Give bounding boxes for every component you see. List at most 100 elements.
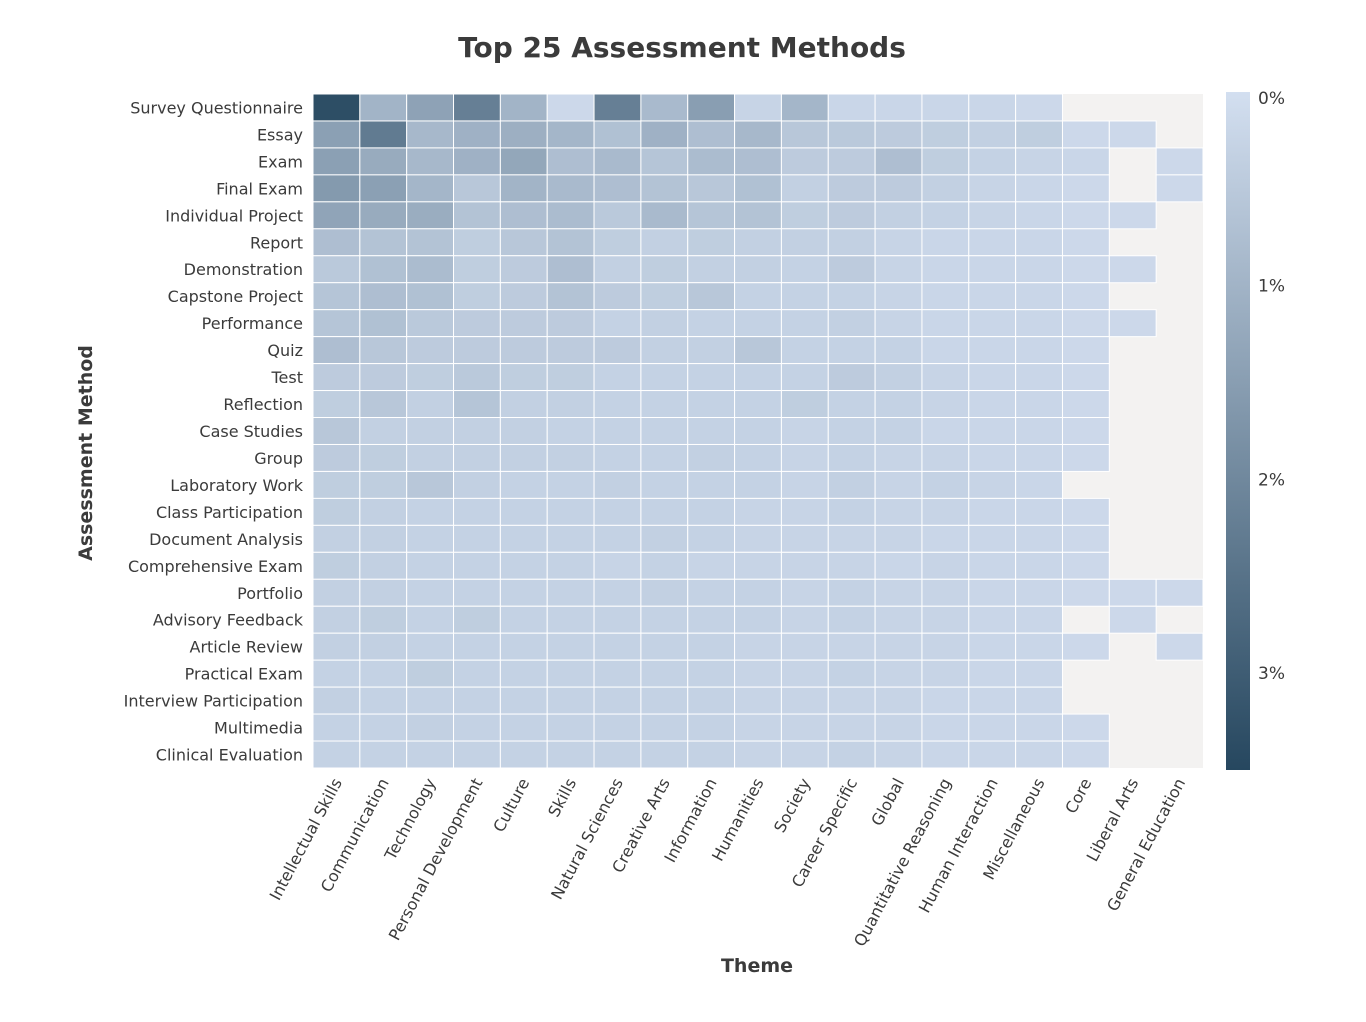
heatmap-cell-individual-project-technology xyxy=(406,201,455,230)
heatmap-cell-case-studies-communication xyxy=(359,417,408,445)
heatmap-cell-quiz-natural-sciences xyxy=(593,336,642,365)
heatmap-cell-report-career-specific xyxy=(827,228,876,257)
heatmap-cell-laboratory-work-career-specific xyxy=(827,470,876,499)
heatmap-cell-article-review-human-interaction xyxy=(968,632,1017,661)
heatmap-cell-report-technology xyxy=(406,228,455,257)
heatmap-cell-class-participation-creative-arts xyxy=(640,497,689,526)
heatmap-cell-reflection-culture xyxy=(499,390,548,419)
heatmap-cell-article-review-quantitative-reasoning xyxy=(921,632,970,661)
heatmap-cell-quiz-miscellaneous xyxy=(1015,336,1063,365)
heatmap-cell-essay-intellectual-skills xyxy=(312,120,361,149)
heatmap-cell-clinical-evaluation-technology xyxy=(406,740,455,769)
heatmap-cell-demonstration-society xyxy=(780,255,829,284)
heatmap-cell-survey-questionnaire-communication xyxy=(359,93,408,122)
heatmap-cell-capstone-project-information xyxy=(687,282,736,311)
heatmap-cell-laboratory-work-society xyxy=(780,470,829,499)
heatmap-cell-comprehensive-exam-global xyxy=(874,551,923,580)
heatmap-cell-performance-culture xyxy=(499,309,548,338)
heatmap-cell-article-review-intellectual-skills xyxy=(312,632,361,661)
heatmap-cell-group-natural-sciences xyxy=(593,443,642,472)
heatmap-cell-test-career-specific xyxy=(827,363,876,392)
heatmap-cell-group-humanities xyxy=(734,443,782,472)
heatmap-cell-comprehensive-exam-humanities xyxy=(734,551,782,580)
heatmap-cell-group-communication xyxy=(359,443,408,472)
heatmap-cell-quiz-quantitative-reasoning xyxy=(921,336,970,365)
heatmap-cell-clinical-evaluation-society xyxy=(780,740,829,769)
heatmap-cell-case-studies-humanities xyxy=(734,417,782,445)
heatmap-cell-quiz-humanities xyxy=(734,336,782,365)
heatmap-cell-document-analysis-culture xyxy=(499,524,548,553)
heatmap-cell-individual-project-society xyxy=(780,201,829,230)
heatmap-cell-interview-participation-culture xyxy=(499,686,548,715)
heatmap-cell-advisory-feedback-intellectual-skills xyxy=(312,605,361,634)
heatmap-cell-article-review-creative-arts xyxy=(640,632,689,661)
heatmap-cell-performance-miscellaneous xyxy=(1015,309,1063,338)
heatmap-cell-exam-information xyxy=(687,147,736,176)
heatmap-cell-portfolio-society xyxy=(780,578,829,607)
heatmap-cell-capstone-project-intellectual-skills xyxy=(312,282,361,311)
heatmap-cell-survey-questionnaire-personal-development xyxy=(453,93,501,122)
heatmap-cell-individual-project-natural-sciences xyxy=(593,201,642,230)
heatmap-cell-report-natural-sciences xyxy=(593,228,642,257)
heatmap-cell-group-technology xyxy=(406,443,455,472)
heatmap-cell-capstone-project-communication xyxy=(359,282,408,311)
heatmap-cell-exam-technology xyxy=(406,147,455,176)
heatmap-cell-practical-exam-humanities xyxy=(734,659,782,688)
heatmap-cell-report-culture xyxy=(499,228,548,257)
heatmap-cell-essay-creative-arts xyxy=(640,120,689,149)
y-axis-tick-labels: Survey Questionnaire Essay Exam Final Exam I… xyxy=(124,98,304,764)
heatmap-cell-advisory-feedback-technology xyxy=(406,605,455,634)
heatmap-cell-case-studies-intellectual-skills xyxy=(312,417,361,445)
heatmap-cell-demonstration-core xyxy=(1061,255,1110,284)
heatmap-cell-laboratory-work-technology xyxy=(406,470,455,499)
heatmap-cell-exam-career-specific xyxy=(827,147,876,176)
heatmap-cell-interview-participation-technology xyxy=(406,686,455,715)
heatmap-cell-case-studies-career-specific xyxy=(827,417,876,445)
heatmap-cell-case-studies-information xyxy=(687,417,736,445)
y-tick-final-exam: Final Exam xyxy=(216,179,303,198)
heatmap-cell-final-exam-technology xyxy=(406,174,455,203)
heatmap-cell-exam-personal-development xyxy=(453,147,501,176)
heatmap-cell-capstone-project-global xyxy=(874,282,923,311)
heatmap-cell-performance-liberal-arts xyxy=(1108,309,1157,338)
heatmap-cell-comprehensive-exam-society xyxy=(780,551,829,580)
heatmap-cell-final-exam-quantitative-reasoning xyxy=(921,174,970,203)
heatmap-cell-case-studies-creative-arts xyxy=(640,417,689,445)
heatmap-cell-clinical-evaluation-career-specific xyxy=(827,740,876,769)
heatmap-cell-class-participation-human-interaction xyxy=(968,497,1017,526)
heatmap-cell-document-analysis-skills xyxy=(546,524,595,553)
heatmap-cell-comprehensive-exam-natural-sciences xyxy=(593,551,642,580)
heatmap-cell-capstone-project-miscellaneous xyxy=(1015,282,1063,311)
colorbar xyxy=(1226,92,1250,770)
heatmap-cell-practical-exam-intellectual-skills xyxy=(312,659,361,688)
heatmap-cell-advisory-feedback-society xyxy=(780,605,829,634)
heatmap-cell-document-analysis-intellectual-skills xyxy=(312,524,361,553)
y-tick-portfolio: Portfolio xyxy=(237,584,303,603)
heatmap-cell-demonstration-intellectual-skills xyxy=(312,255,361,284)
heatmap-cell-advisory-feedback-miscellaneous xyxy=(1015,605,1063,634)
heatmap-cell-laboratory-work-creative-arts xyxy=(640,470,689,499)
heatmap-cell-capstone-project-natural-sciences xyxy=(593,282,642,311)
heatmap-cell-report-humanities xyxy=(734,228,782,257)
heatmap-cell-capstone-project-creative-arts xyxy=(640,282,689,311)
heatmap-cell-case-studies-society xyxy=(780,417,829,445)
heatmap-cell-document-analysis-humanities xyxy=(734,524,782,553)
heatmap-cell-interview-participation-human-interaction xyxy=(968,686,1017,715)
heatmap-cell-portfolio-core xyxy=(1061,578,1110,607)
heatmap-cell-laboratory-work-communication xyxy=(359,470,408,499)
heatmap-cell-class-participation-information xyxy=(687,497,736,526)
heatmap-cell-multimedia-creative-arts xyxy=(640,713,689,742)
heatmap-cell-article-review-natural-sciences xyxy=(593,632,642,661)
heatmap-cell-class-participation-humanities xyxy=(734,497,782,526)
heatmap-cell-exam-culture xyxy=(499,147,548,176)
heatmap-cell-survey-questionnaire-technology xyxy=(406,93,455,122)
heatmap-cell-article-review-career-specific xyxy=(827,632,876,661)
heatmap-cell-individual-project-liberal-arts xyxy=(1108,201,1157,230)
heatmap-cell-case-studies-miscellaneous xyxy=(1015,417,1063,445)
heatmap-cell-test-personal-development xyxy=(453,363,501,392)
heatmap-cell-capstone-project-quantitative-reasoning xyxy=(921,282,970,311)
heatmap-cell-exam-natural-sciences xyxy=(593,147,642,176)
heatmap-cell-document-analysis-society xyxy=(780,524,829,553)
heatmap-cell-reflection-skills xyxy=(546,390,595,419)
heatmap-cell-practical-exam-natural-sciences xyxy=(593,659,642,688)
